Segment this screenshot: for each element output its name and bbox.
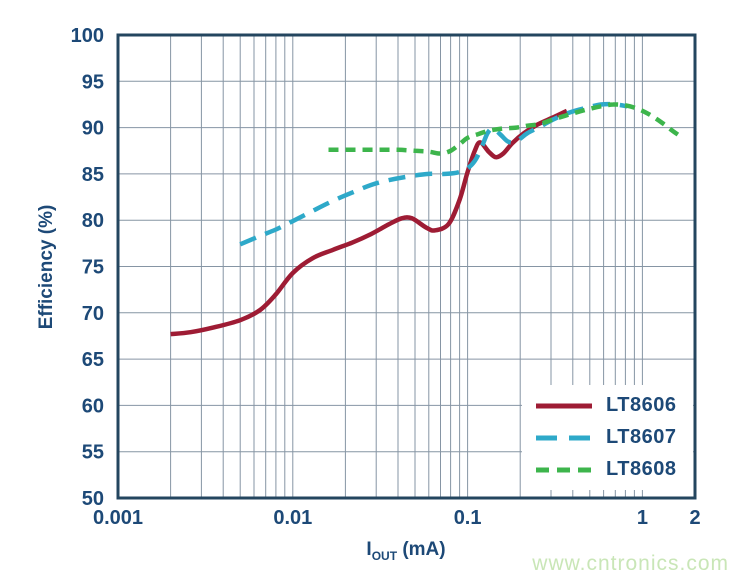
svg-text:95: 95: [82, 71, 104, 93]
series-curves: [170, 101, 684, 337]
watermark-link[interactable]: www.cntronics.com: [532, 552, 729, 575]
svg-text:0.001: 0.001: [93, 507, 143, 529]
x-axis-unit: (mA): [402, 539, 446, 561]
legend-swatch-short-dash-line: [536, 467, 592, 472]
svg-text:1: 1: [637, 507, 648, 529]
svg-text:85: 85: [82, 164, 104, 186]
series-line-LT8606: [170, 108, 568, 337]
legend-swatch-long-dash-line: [536, 435, 592, 440]
legend-label: LT8606: [606, 394, 677, 416]
svg-text:100: 100: [71, 25, 104, 47]
svg-text:2: 2: [689, 507, 700, 529]
series-line-LT8607: [239, 101, 628, 247]
svg-text:55: 55: [82, 442, 104, 464]
svg-text:0.01: 0.01: [273, 507, 312, 529]
svg-text:75: 75: [82, 257, 104, 279]
series-line-LT8608: [328, 102, 684, 156]
chart-legend: LT8606 LT8607 LT8608: [522, 385, 693, 490]
x-axis-subscript: OUT: [371, 548, 398, 563]
svg-text:90: 90: [82, 118, 104, 140]
svg-text:50: 50: [82, 488, 104, 510]
legend-row: LT8608: [536, 458, 693, 481]
svg-text:0.1: 0.1: [454, 507, 482, 529]
legend-swatch-solid-line: [536, 403, 592, 408]
x-axis-title: IOUT (mA): [366, 539, 445, 563]
x-axis-symbol: I: [366, 539, 372, 561]
svg-text:65: 65: [82, 349, 104, 371]
y-axis-title: Efficiency (%): [36, 204, 57, 330]
legend-label: LT8607: [606, 426, 677, 448]
svg-text:70: 70: [82, 303, 104, 325]
legend-row: LT8607: [536, 426, 693, 449]
svg-text:80: 80: [82, 210, 104, 232]
tick-labels: 0.001 0.01 0.1 1 2 50 55 60 65 70 75 80 85 90 95 100: [71, 25, 701, 529]
legend-row: LT8606: [536, 394, 693, 417]
svg-text:60: 60: [82, 395, 104, 417]
legend-label: LT8608: [606, 458, 677, 480]
plot-frame: [116, 33, 697, 500]
